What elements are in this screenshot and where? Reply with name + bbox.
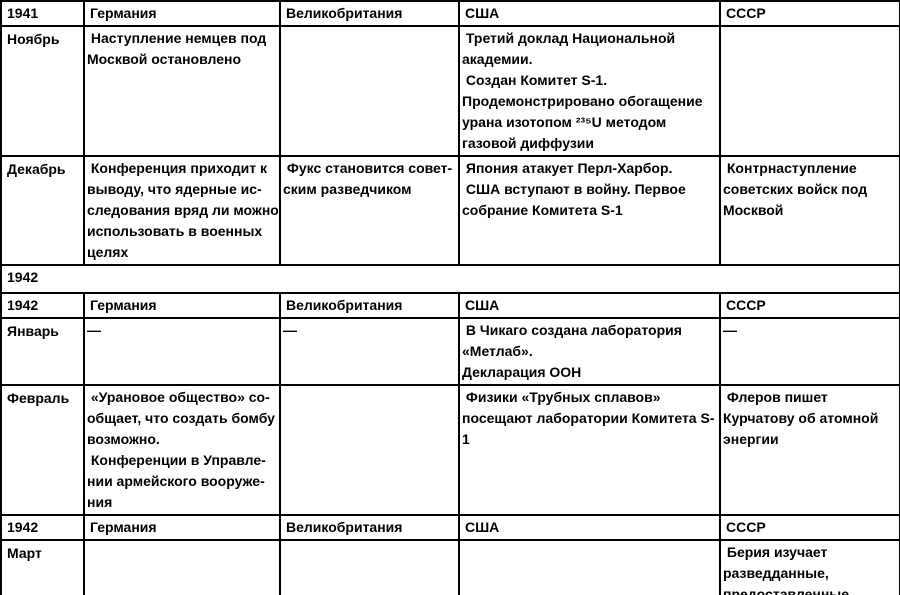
column-header-ussr: СССР [719,292,900,319]
event-cell-ussr [719,25,900,157]
table-row-february: Февраль «Урановое общество» со- общает, … [0,384,900,516]
year-banner-row-1942: 1942 [0,264,900,294]
event-cell-germany [83,539,281,595]
event-cell-usa: В Чикаго создана лаборатория «Метлаб». Д… [458,317,721,386]
column-header-usa: США [458,514,721,541]
event-cell-usa: Япония атакует Перл-Харбор. США вступают… [458,155,721,266]
month-cell: Январь [0,317,85,386]
event-cell-usa: Физики «Трубных сплавов» посещают лабора… [458,384,721,516]
year-banner-cell: 1942 [0,264,900,294]
column-header-usa: США [458,0,721,27]
header-row-1942: 1942 Германия Великобритания США СССР [0,292,900,319]
event-cell-ussr: Берия изучает разведданные, предоставлен… [719,539,900,595]
month-cell: Март [0,539,85,595]
event-cell-germany: — [83,317,281,386]
column-header-germany: Германия [83,292,281,319]
event-cell-ussr: Флеров пишет Курчатову об атомной энерги… [719,384,900,516]
header-row-1942-repeat: 1942 Германия Великобритания США СССР [0,514,900,541]
month-cell: Февраль [0,384,85,516]
event-cell-germany: Конференция приходит к выводу, что ядерн… [83,155,281,266]
event-cell-uk: Фукс становится совет- ским разведчиком [279,155,460,266]
event-cell-uk [279,384,460,516]
header-row-1941: 1941 Германия Великобритания США СССР [0,0,900,27]
table-row-march: Март Берия изучает разведданные, предост… [0,539,900,595]
event-cell-uk [279,539,460,595]
table-row-november: Ноябрь Наступление немцев под Москвой ос… [0,25,900,157]
table-row-january: Январь — — В Чикаго создана лаборатория … [0,317,900,386]
year-cell: 1942 [0,292,85,319]
column-header-uk: Великобритания [279,514,460,541]
column-header-uk: Великобритания [279,0,460,27]
event-cell-uk: — [279,317,460,386]
event-cell-ussr: Контрнаступление советских войск под Мос… [719,155,900,266]
column-header-germany: Германия [83,514,281,541]
event-cell-usa: Третий доклад Национальной академии. Соз… [458,25,721,157]
column-header-uk: Великобритания [279,292,460,319]
month-cell: Декабрь [0,155,85,266]
event-cell-usa [458,539,721,595]
month-cell: Ноябрь [0,25,85,157]
column-header-usa: США [458,292,721,319]
event-cell-germany: Наступление немцев под Москвой остановле… [83,25,281,157]
column-header-ussr: СССР [719,514,900,541]
column-header-germany: Германия [83,0,281,27]
year-cell: 1941 [0,0,85,27]
event-cell-germany: «Урановое общество» со- общает, что созд… [83,384,281,516]
table-row-december: Декабрь Конференция приходит к выводу, ч… [0,155,900,266]
event-cell-ussr: — [719,317,900,386]
event-cell-uk [279,25,460,157]
year-cell: 1942 [0,514,85,541]
column-header-ussr: СССР [719,0,900,27]
